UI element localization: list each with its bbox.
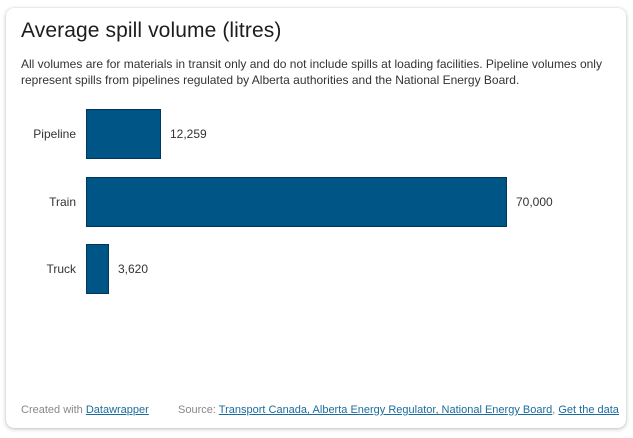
chart-title: Average spill volume (litres) (21, 19, 282, 42)
footer-credit: Created with Datawrapper (21, 404, 149, 416)
bar-pipeline (86, 109, 161, 159)
footer-source: Source: Transport Canada, Alberta Energy… (178, 404, 619, 416)
bar-truck (86, 244, 109, 294)
category-label: Train (49, 195, 76, 209)
value-label: 12,259 (170, 127, 207, 141)
value-label: 70,000 (516, 195, 553, 209)
chart-card: Average spill volume (litres) All volume… (6, 8, 626, 428)
source-prefix: Source: (178, 404, 216, 416)
source-separator: , (552, 404, 556, 416)
source-link[interactable]: Transport Canada, Alberta Energy Regulat… (218, 404, 553, 416)
category-label: Truck (46, 262, 76, 276)
credit-prefix: Created with (21, 404, 83, 416)
value-label: 3,620 (118, 262, 149, 276)
bar-train (86, 177, 507, 227)
chart-description: All volumes are for materials in transit… (21, 57, 602, 87)
category-label: Pipeline (33, 127, 76, 141)
get-the-data-link[interactable]: Get the data (558, 404, 619, 416)
datawrapper-link[interactable]: Datawrapper (85, 404, 149, 416)
